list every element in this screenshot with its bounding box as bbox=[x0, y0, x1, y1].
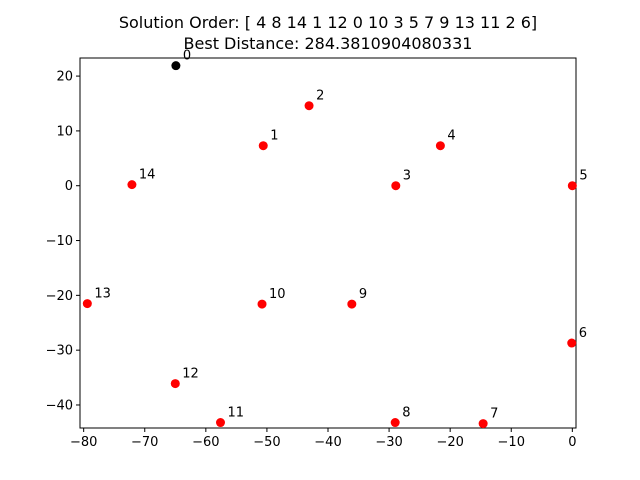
point-3 bbox=[391, 181, 401, 191]
y-tick-label: −10 bbox=[46, 234, 73, 249]
point-label-4: 4 bbox=[447, 129, 455, 144]
point-5 bbox=[567, 181, 577, 191]
x-tick-label: −80 bbox=[70, 435, 97, 450]
point-2 bbox=[304, 101, 314, 111]
point-label-2: 2 bbox=[316, 89, 324, 104]
y-tick-label: 10 bbox=[56, 124, 73, 139]
plot-area: −80 −70 −60 −50 −40 −30 −20 −10 0 −40 −30 −20 −10 0 1… bbox=[46, 49, 588, 450]
point-label-3: 3 bbox=[403, 169, 411, 184]
x-tick-label: −70 bbox=[131, 435, 158, 450]
x-tick-label: 0 bbox=[568, 435, 576, 450]
point-label-6: 6 bbox=[579, 326, 587, 341]
point-13 bbox=[82, 299, 92, 309]
x-tick-label: −10 bbox=[498, 435, 525, 450]
point-0 bbox=[171, 61, 181, 71]
point-6 bbox=[567, 338, 577, 348]
point-label-11: 11 bbox=[227, 406, 244, 421]
point-label-1: 1 bbox=[270, 129, 278, 144]
y-axis: −40 −30 −20 −10 0 10 20 bbox=[46, 70, 80, 413]
y-tick-label: −40 bbox=[46, 398, 73, 413]
point-label-10: 10 bbox=[269, 287, 286, 302]
point-label-0: 0 bbox=[183, 49, 191, 64]
y-tick-label: −30 bbox=[46, 344, 73, 359]
y-tick-label: −20 bbox=[46, 289, 73, 304]
point-label-8: 8 bbox=[402, 406, 410, 421]
chart-subtitle: Best Distance: 284.3810904080331 bbox=[184, 34, 473, 53]
chart-title: Solution Order: [ 4 8 14 1 12 0 10 3 5 7… bbox=[119, 13, 537, 32]
point-9 bbox=[347, 299, 357, 309]
point-12 bbox=[170, 379, 180, 389]
point-14 bbox=[127, 180, 137, 190]
point-label-14: 14 bbox=[139, 168, 156, 183]
x-tick-label: −60 bbox=[192, 435, 219, 450]
point-4 bbox=[435, 141, 445, 151]
point-8 bbox=[390, 418, 400, 428]
point-11 bbox=[215, 418, 225, 428]
point-7 bbox=[478, 419, 488, 429]
x-axis: −80 −70 −60 −50 −40 −30 −20 −10 0 bbox=[70, 428, 576, 450]
x-tick-label: −30 bbox=[375, 435, 402, 450]
y-tick-label: 20 bbox=[56, 70, 73, 85]
y-tick-label: 0 bbox=[65, 179, 73, 194]
point-label-12: 12 bbox=[182, 367, 199, 382]
point-1 bbox=[258, 141, 268, 151]
point-label-7: 7 bbox=[490, 407, 498, 422]
point-label-13: 13 bbox=[94, 287, 111, 302]
point-label-9: 9 bbox=[359, 287, 367, 302]
point-label-5: 5 bbox=[579, 169, 587, 184]
point-10 bbox=[257, 299, 267, 309]
x-tick-label: −40 bbox=[314, 435, 341, 450]
x-tick-label: −50 bbox=[253, 435, 280, 450]
x-tick-label: −20 bbox=[436, 435, 463, 450]
